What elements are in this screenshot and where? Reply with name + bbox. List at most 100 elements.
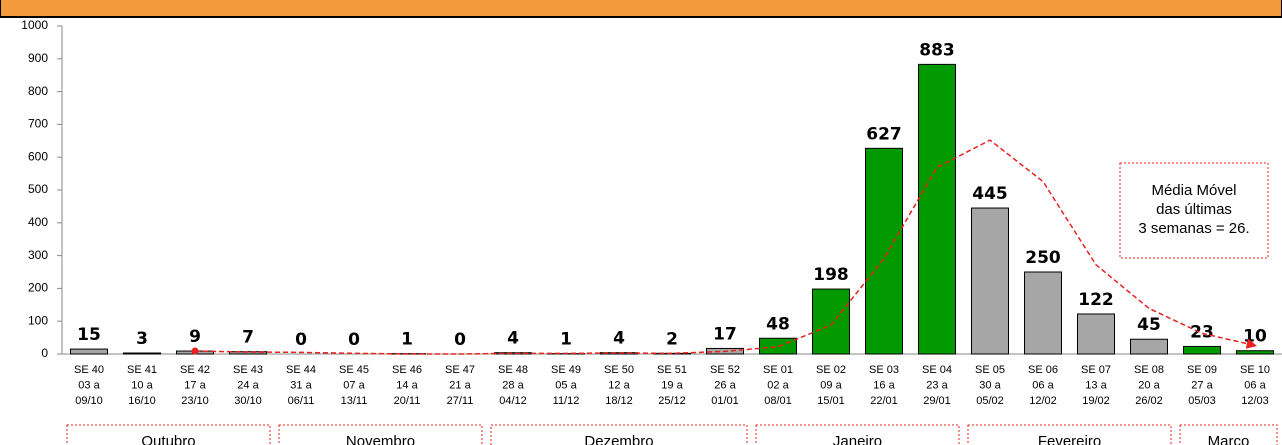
x-tick-label: SE 40 xyxy=(74,364,104,376)
x-tick-label: 23/10 xyxy=(181,395,209,407)
month-label: Outubro xyxy=(141,433,195,445)
x-tick-label: 15/01 xyxy=(817,395,845,407)
x-tick-label: 05 a xyxy=(555,379,577,391)
x-tick-label: SE 02 xyxy=(816,364,846,376)
value-label: 883 xyxy=(919,40,955,60)
month-box xyxy=(1179,424,1278,445)
month-label: Fevereiro xyxy=(1038,433,1101,445)
value-label: 23 xyxy=(1190,322,1214,342)
x-tick-label: 18/12 xyxy=(605,395,633,407)
x-tick-label: 02 a xyxy=(767,379,789,391)
x-tick-label: SE 08 xyxy=(1134,364,1164,376)
x-tick-label: 17 a xyxy=(184,379,206,391)
y-tick-label: 700 xyxy=(28,117,48,131)
y-tick-label: 500 xyxy=(28,182,48,196)
value-label: 2 xyxy=(666,329,678,349)
x-tick-label: 06 a xyxy=(1244,379,1266,391)
annotation-text: das últimas xyxy=(1156,201,1232,218)
x-tick-label: 13/11 xyxy=(341,395,368,407)
x-tick-label: SE 42 xyxy=(180,364,210,376)
x-tick-label: 08/01 xyxy=(764,395,792,407)
value-label: 3 xyxy=(136,329,148,349)
x-tick-label: SE 46 xyxy=(392,364,422,376)
value-label: 7 xyxy=(242,328,254,348)
month-label: Janeiro xyxy=(833,433,882,445)
x-tick-label: SE 10 xyxy=(1240,364,1270,376)
x-tick-label: SE 49 xyxy=(551,364,581,376)
x-tick-label: SE 06 xyxy=(1028,364,1058,376)
bar xyxy=(971,207,1009,355)
x-tick-label: SE 04 xyxy=(922,364,952,376)
x-tick-label: 29/01 xyxy=(923,395,951,407)
bar xyxy=(1024,271,1062,355)
value-label: 4 xyxy=(507,329,519,349)
value-label: 45 xyxy=(1137,315,1161,335)
y-tick-label: 0 xyxy=(41,346,48,360)
x-tick-label: 19/02 xyxy=(1082,395,1110,407)
x-tick-label: SE 45 xyxy=(339,364,369,376)
x-tick-label: 26 a xyxy=(714,379,736,391)
month-box xyxy=(490,424,748,445)
bar xyxy=(70,348,108,355)
x-tick-label: 31 a xyxy=(290,379,312,391)
x-tick-label: 22/01 xyxy=(870,395,898,407)
x-tick-label: 19 a xyxy=(661,379,683,391)
x-tick-label: 16/10 xyxy=(128,395,156,407)
x-tick-label: 14 a xyxy=(396,379,418,391)
y-tick-label: 800 xyxy=(28,84,48,98)
x-tick-label: 30 a xyxy=(979,379,1001,391)
annotation-text: 3 semanas = 26. xyxy=(1138,220,1249,237)
y-tick-label: 100 xyxy=(28,313,48,327)
x-tick-label: 27 a xyxy=(1191,379,1213,391)
x-tick-label: 24 a xyxy=(237,379,259,391)
x-tick-label: 13 a xyxy=(1085,379,1107,391)
annotation-box xyxy=(1119,162,1269,259)
x-tick-label: 12/03 xyxy=(1241,395,1269,407)
x-tick-label: 30/10 xyxy=(234,395,262,407)
x-tick-label: 12/02 xyxy=(1029,395,1057,407)
x-tick-label: 20 a xyxy=(1138,379,1160,391)
value-label: 0 xyxy=(295,330,307,350)
x-tick-label: 25/12 xyxy=(658,395,686,407)
value-label: 122 xyxy=(1078,290,1114,310)
x-tick-label: SE 05 xyxy=(975,364,1005,376)
month-label: Dezembro xyxy=(584,433,653,445)
y-tick-label: 900 xyxy=(28,51,48,65)
bar xyxy=(1236,350,1274,355)
x-tick-label: SE 03 xyxy=(869,364,899,376)
value-label: 250 xyxy=(1025,248,1061,268)
bar xyxy=(1130,338,1168,355)
value-label: 1 xyxy=(560,330,572,350)
x-tick-label: 07 a xyxy=(343,379,365,391)
x-tick-label: SE 41 xyxy=(127,364,157,376)
x-tick-label: 26/02 xyxy=(1135,395,1163,407)
x-tick-label: 01/01 xyxy=(711,395,739,407)
bar xyxy=(865,147,903,355)
month-box xyxy=(755,424,960,445)
x-tick-label: 21 a xyxy=(449,379,471,391)
bar xyxy=(123,352,161,355)
x-tick-label: 03 a xyxy=(78,379,100,391)
value-label: 17 xyxy=(713,324,737,344)
x-tick-label: SE 51 xyxy=(657,364,687,376)
value-label: 0 xyxy=(348,330,360,350)
x-tick-label: 20/11 xyxy=(394,395,421,407)
bar xyxy=(229,351,267,355)
x-tick-label: SE 48 xyxy=(498,364,528,376)
value-label: 48 xyxy=(766,314,790,334)
x-tick-label: 06/11 xyxy=(288,395,315,407)
month-box xyxy=(278,424,483,445)
value-label: 9 xyxy=(189,327,201,347)
y-tick-label: 200 xyxy=(28,281,48,295)
x-tick-label: SE 47 xyxy=(445,364,475,376)
bar xyxy=(1183,345,1221,355)
value-label: 4 xyxy=(613,329,625,349)
value-label: 0 xyxy=(454,330,466,350)
month-label: Novembro xyxy=(346,433,415,445)
x-tick-label: 23 a xyxy=(926,379,948,391)
x-tick-label: SE 50 xyxy=(604,364,634,376)
x-tick-label: 04/12 xyxy=(499,395,527,407)
x-tick-label: SE 01 xyxy=(763,364,793,376)
x-tick-label: SE 44 xyxy=(286,364,316,376)
